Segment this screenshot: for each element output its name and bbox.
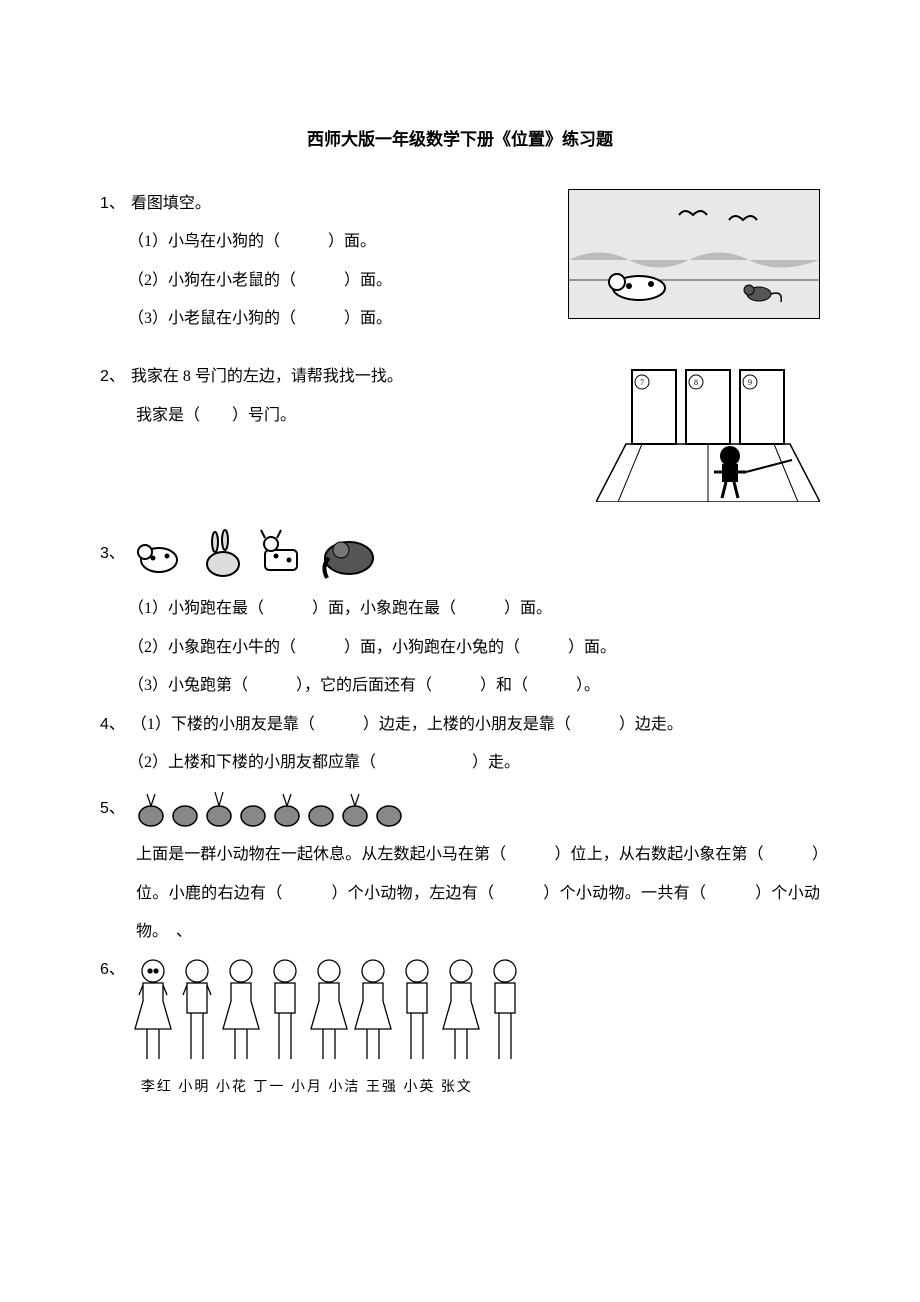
q3-line3: （3）小兔跑第（ ），它的后面还有（ ）和（ ）。 — [100, 667, 820, 705]
q6-names: 李红 小明 小花 丁一 小月 小洁 王强 小英 张文 — [131, 1071, 531, 1105]
svg-text:9: 9 — [748, 378, 752, 387]
q1-lead: 看图填空。 — [131, 185, 211, 223]
q5-image — [131, 782, 411, 836]
q1-image — [568, 189, 820, 319]
q5-number: 5、 — [100, 790, 125, 828]
q4-line2: （2）上楼和下楼的小朋友都应靠（ ）走。 — [100, 744, 820, 782]
q5-paragraph: 上面是一群小动物在一起休息。从左数起小马在第（ ）位上，从右数起小象在第（ ）位… — [100, 836, 820, 951]
q3-number: 3、 — [100, 535, 125, 573]
q2-line1: 我家在 8 号门的左边，请帮我找一找。 — [131, 358, 403, 396]
q6-number: 6、 — [100, 951, 125, 989]
q3-line1: （1）小狗跑在最（ ）面，小象跑在最（ ）面。 — [100, 590, 820, 628]
q3-image — [131, 526, 391, 582]
q2-image: 7 8 9 — [596, 352, 820, 502]
q2-number: 2、 — [100, 358, 125, 396]
svg-text:8: 8 — [694, 378, 698, 387]
q4-line1: （1）下楼的小朋友是靠（ ）边走，上楼的小朋友是靠（ ）边走。 — [131, 706, 683, 744]
q1-number: 1、 — [100, 185, 125, 223]
q4-number: 4、 — [100, 706, 125, 744]
q3-line2: （2）小象跑在小牛的（ ）面，小狗跑在小兔的（ ）面。 — [100, 629, 820, 667]
q6-image: 李红 小明 小花 丁一 小月 小洁 王强 小英 张文 — [131, 951, 531, 1105]
svg-text:7: 7 — [640, 378, 644, 387]
page-title: 西师大版一年级数学下册《位置》练习题 — [100, 120, 820, 161]
